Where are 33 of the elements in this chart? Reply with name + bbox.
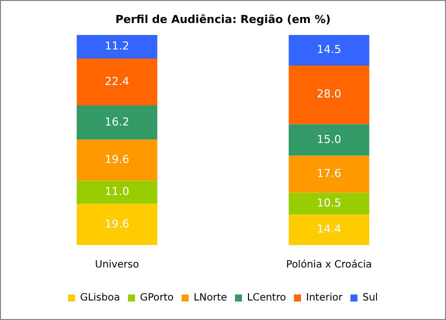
- bar: [76, 140, 158, 181]
- data-label: 19.6: [104, 153, 130, 166]
- bar: [76, 204, 158, 245]
- data-label: 14.4: [316, 222, 342, 236]
- data-label: 17.6: [316, 167, 342, 180]
- bar: [288, 192, 370, 215]
- bar: [76, 35, 158, 59]
- data-label: 19.6: [104, 217, 130, 230]
- data-label: 10.5: [316, 196, 342, 210]
- bar: [76, 58, 158, 106]
- legend-label: Sul: [362, 292, 378, 304]
- data-label: 11.2: [104, 40, 130, 53]
- data-label: 16.2: [104, 115, 130, 128]
- bar: [76, 180, 158, 204]
- bar: [288, 35, 370, 66]
- data-label: 28.0: [316, 88, 342, 101]
- bar: [76, 106, 158, 140]
- chart-title: Perfil de Audiência: Região (em %): [114, 13, 332, 26]
- bar: [288, 124, 370, 156]
- data-label: 22.4: [104, 74, 130, 88]
- bar: [288, 156, 370, 193]
- bar: [288, 65, 370, 124]
- legend-label: GPorto: [140, 292, 174, 304]
- data-label: 14.5: [316, 43, 342, 56]
- x-tick-label: Universo: [95, 260, 139, 271]
- legend-label: GLisboa: [80, 292, 120, 304]
- legend-label: LNorte: [194, 292, 228, 304]
- data-label: 15.0: [316, 132, 342, 146]
- legend-label: Interior: [306, 292, 344, 304]
- legend-label: LCentro: [247, 292, 286, 304]
- data-label: 11.0: [104, 185, 130, 198]
- bar: [288, 214, 370, 245]
- x-tick-label: Polónia x Croácia: [286, 260, 372, 271]
